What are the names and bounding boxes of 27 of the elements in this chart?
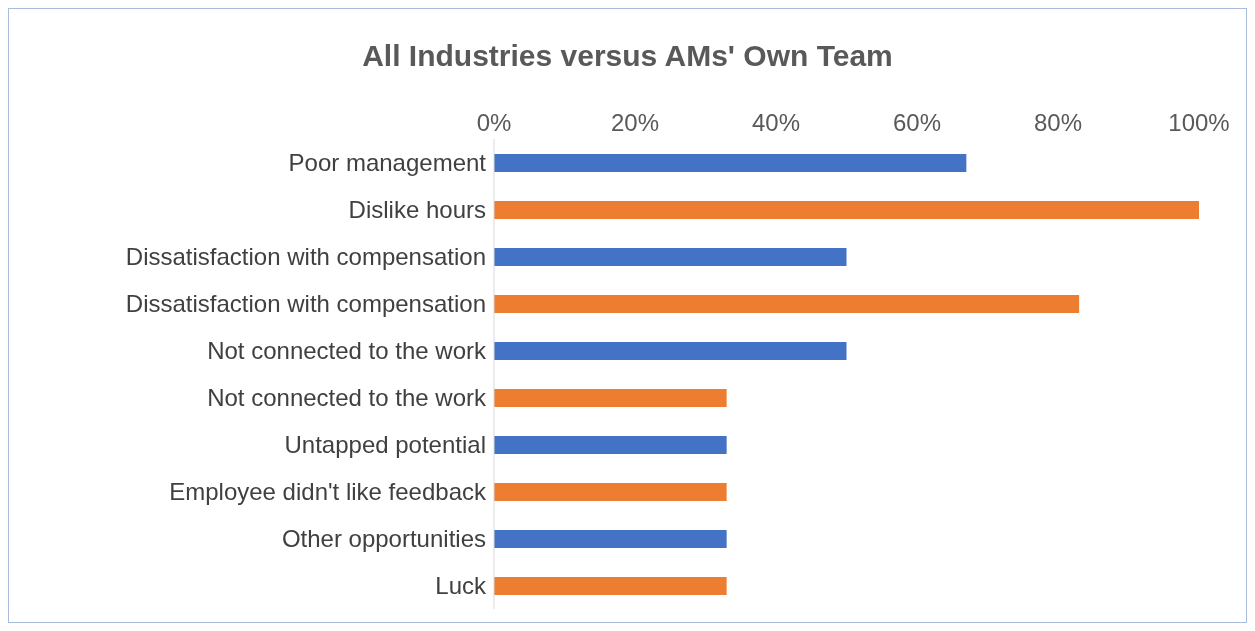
bar: [494, 577, 727, 595]
bar: [494, 342, 847, 360]
x-tick-label: 40%: [751, 109, 801, 136]
y-tick-label: Poor management: [288, 149, 487, 177]
y-tick-label: Dislike hours: [348, 196, 486, 224]
bar: [494, 154, 967, 172]
y-tick-label: Dissatisfaction with compensation: [125, 290, 486, 318]
y-tick-label: Employee didn't like feedback: [169, 478, 487, 506]
y-tick-label: Other opportunities: [281, 525, 486, 553]
bar: [494, 201, 1199, 219]
bar: [494, 436, 727, 454]
y-tick-label: Untapped potential: [284, 431, 486, 459]
y-tick-label: Not connected to the work: [207, 384, 487, 412]
bar: [494, 483, 727, 501]
bar: [494, 295, 1080, 313]
bar: [494, 389, 727, 407]
y-tick-label: Dissatisfaction with compensation: [125, 243, 486, 271]
y-tick-label: Not connected to the work: [207, 337, 487, 365]
x-tick-label: 20%: [610, 109, 660, 136]
x-tick-label: 80%: [1033, 109, 1083, 136]
bar: [494, 530, 727, 548]
x-tick-label: 100%: [1168, 109, 1230, 136]
bar: [494, 248, 847, 266]
y-tick-label: Luck: [435, 572, 487, 600]
x-tick-label: 60%: [892, 109, 942, 136]
chart-title: All Industries versus AMs' Own Team: [361, 39, 894, 74]
x-tick-label: 0%: [476, 109, 512, 136]
